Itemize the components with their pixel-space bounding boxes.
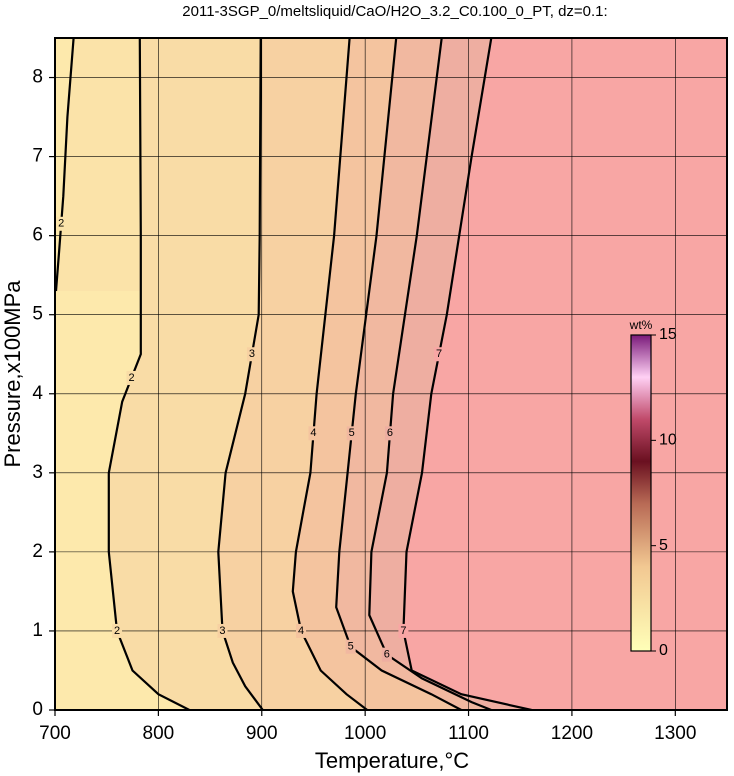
contour-label: 4 bbox=[298, 625, 304, 637]
y-tick-label: 5 bbox=[32, 304, 43, 325]
contour-label: 2 bbox=[114, 625, 120, 637]
contour-label: 4 bbox=[310, 427, 316, 439]
contour-label-bg bbox=[112, 623, 123, 638]
chart-title: 2011-3SGP_0/meltsliquid/CaO/H2O_3.2_C0.1… bbox=[182, 3, 607, 20]
contour-line bbox=[402, 38, 532, 710]
contour-label: 6 bbox=[384, 649, 390, 661]
colorbar-tick-label: 10 bbox=[659, 432, 677, 449]
contour-label-bg bbox=[246, 347, 257, 362]
x-tick-label: 1200 bbox=[551, 723, 593, 744]
y-tick-label: 7 bbox=[32, 146, 43, 167]
contour-label: 6 bbox=[387, 427, 393, 439]
contour-line bbox=[368, 38, 492, 710]
x-axis-label: Temperature,°C bbox=[315, 748, 469, 773]
contour-label: 5 bbox=[348, 641, 354, 653]
x-tick-label: 1000 bbox=[344, 723, 386, 744]
x-tick-label: 700 bbox=[39, 723, 71, 744]
x-tick-label: 800 bbox=[143, 723, 175, 744]
y-tick-label: 1 bbox=[32, 620, 43, 641]
colorbar-tick-label: 5 bbox=[659, 537, 668, 554]
y-tick-label: 0 bbox=[32, 699, 43, 720]
y-tick-label: 3 bbox=[32, 462, 43, 483]
contour-label: 3 bbox=[219, 625, 225, 637]
contour-line bbox=[335, 38, 462, 710]
y-tick-label: 6 bbox=[32, 225, 43, 246]
x-tick-label: 900 bbox=[246, 723, 278, 744]
colorbar-body bbox=[630, 334, 652, 652]
x-tick-label: 1300 bbox=[654, 723, 696, 744]
contour-label-bg bbox=[296, 623, 307, 638]
colorbar-label: wt% bbox=[629, 318, 653, 332]
contour-label-bg bbox=[345, 639, 356, 654]
colorbar-tick-label: 15 bbox=[659, 326, 677, 343]
contour-label-bg bbox=[384, 426, 395, 441]
contour-label-bg bbox=[308, 426, 319, 441]
colorbar-tick-label: 0 bbox=[659, 642, 668, 659]
contour-label: 2 bbox=[128, 372, 134, 384]
contour-label-bg bbox=[346, 426, 357, 441]
y-tick-label: 4 bbox=[32, 383, 43, 404]
contour-label: 3 bbox=[249, 348, 255, 360]
contour-label-bg bbox=[398, 623, 409, 638]
contour-label: 5 bbox=[349, 427, 355, 439]
plot-frame bbox=[54, 37, 728, 711]
contour-line bbox=[107, 38, 190, 710]
y-tick-label: 2 bbox=[32, 541, 43, 562]
colorbar: wt% 0 5 10 15 bbox=[629, 318, 677, 659]
contour-line bbox=[291, 38, 368, 710]
contour-label-bg bbox=[381, 647, 392, 662]
contour-label: 7 bbox=[400, 625, 406, 637]
contour-label-bg bbox=[126, 370, 137, 385]
contour-label: 7 bbox=[436, 348, 442, 360]
y-axis-label: Pressure,x100MPa bbox=[0, 280, 25, 468]
contour-line bbox=[217, 38, 264, 710]
contour-label-bg bbox=[217, 623, 228, 638]
contour-label: 2 bbox=[58, 218, 64, 230]
y-tick-label: 8 bbox=[32, 67, 43, 88]
contour-label-bg bbox=[56, 216, 67, 231]
x-tick-label: 1100 bbox=[448, 723, 489, 744]
contour-line bbox=[55, 38, 75, 292]
contour-label-bg bbox=[434, 347, 445, 362]
